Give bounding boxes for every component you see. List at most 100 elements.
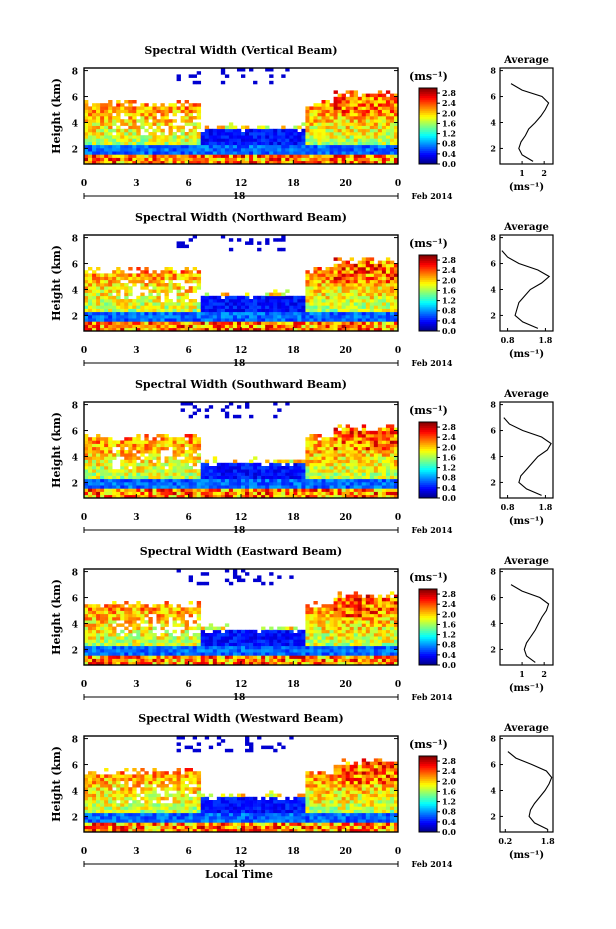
- heatmap-cell: [293, 315, 298, 319]
- heatmap-cell: [112, 324, 117, 329]
- heatmap-cell: [188, 459, 193, 464]
- heatmap-cell: [309, 135, 314, 139]
- heatmap-cell: [208, 485, 214, 489]
- heatmap-cell: [148, 141, 153, 146]
- heatmap-cell: [120, 440, 125, 444]
- heatmap-cell: [325, 151, 330, 155]
- heatmap-cell: [236, 68, 242, 72]
- heatmap-cell: [128, 485, 133, 489]
- heatmap-cell: [208, 327, 214, 332]
- heatmap-cell: [172, 315, 177, 319]
- heatmap-cell: [96, 456, 101, 460]
- heatmap-cell: [188, 607, 193, 611]
- heatmap-cell: [305, 305, 310, 309]
- heatmap-cell: [228, 636, 234, 640]
- heatmap-cell: [104, 135, 109, 139]
- heatmap-cell: [108, 148, 113, 152]
- heatmap-cell: [349, 292, 355, 297]
- heatmap-cell: [172, 138, 177, 142]
- heatmap-cell: [265, 485, 270, 489]
- heatmap-cell: [92, 308, 97, 313]
- heatmap-cell: [140, 633, 145, 637]
- heatmap-cell: [144, 462, 149, 467]
- heatmap-cell: [353, 491, 359, 496]
- heatmap-cell: [140, 295, 145, 300]
- date-label: 18: [233, 526, 246, 536]
- heatmap-cell: [164, 607, 169, 611]
- heatmap-cell: [385, 263, 391, 268]
- heatmap-cell: [313, 116, 318, 120]
- heatmap-cell: [301, 318, 306, 322]
- heatmap-cell: [349, 488, 355, 492]
- heatmap-cell: [369, 308, 375, 313]
- heatmap-cell: [200, 462, 206, 467]
- heatmap-cell: [124, 295, 129, 300]
- heatmap-cell: [204, 652, 210, 656]
- heatmap-cell: [104, 138, 109, 142]
- heatmap-cell: [152, 437, 157, 441]
- heatmap-cell: [152, 446, 157, 451]
- heatmap-cell: [309, 109, 314, 114]
- heatmap-cell: [176, 141, 181, 146]
- heatmap-cell: [361, 324, 367, 329]
- heatmap-cell: [245, 405, 250, 409]
- heatmap-cell: [180, 135, 185, 139]
- heatmap-cell: [241, 295, 246, 300]
- heatmap-cell: [333, 160, 338, 165]
- heatmap-cell: [96, 613, 101, 618]
- heatmap-cell: [92, 132, 97, 136]
- heatmap-cell: [100, 295, 105, 300]
- heatmap-cell: [389, 154, 395, 158]
- profile-frame: [499, 234, 554, 332]
- colorbar-tick-label: 0.0: [442, 159, 456, 169]
- heatmap-cell: [313, 148, 318, 152]
- heatmap-cell: [96, 443, 101, 448]
- heatmap-cell: [373, 286, 379, 290]
- heatmap-cell: [373, 276, 379, 281]
- heatmap-cell: [116, 607, 121, 611]
- heatmap-cell: [365, 324, 371, 329]
- heatmap-cell: [84, 311, 89, 316]
- heatmap-cell: [257, 466, 262, 470]
- x-tick-label: 0: [81, 346, 87, 356]
- heatmap-cell: [357, 462, 363, 467]
- heatmap-cell: [220, 636, 226, 640]
- heatmap-cell: [285, 491, 290, 496]
- heatmap-cell: [140, 626, 145, 631]
- heatmap-cell: [329, 135, 334, 139]
- heatmap-cell: [321, 279, 326, 284]
- heatmap-cell: [269, 658, 274, 663]
- heatmap-cell: [140, 604, 145, 608]
- heatmap-cell: [357, 318, 363, 322]
- heatmap-cell: [337, 289, 342, 293]
- heatmap-cell: [168, 437, 173, 441]
- heatmap-cell: [124, 613, 129, 618]
- heatmap-cell: [108, 279, 113, 284]
- heatmap-cell: [313, 122, 318, 126]
- heatmap-cell: [180, 103, 185, 107]
- heatmap-cell: [144, 472, 149, 476]
- heatmap-cell: [184, 308, 189, 313]
- heatmap-cell: [188, 112, 193, 117]
- heatmap-cell: [128, 141, 133, 146]
- heatmap-cell: [224, 411, 230, 416]
- heatmap-cell: [377, 482, 383, 486]
- heatmap-cell: [361, 302, 367, 306]
- heatmap-cell: [321, 324, 326, 329]
- heatmap-cell: [144, 308, 149, 313]
- heatmap-cell: [200, 132, 206, 136]
- heatmap-cell: [381, 93, 387, 98]
- heatmap-cell: [365, 299, 371, 303]
- heatmap-cell: [365, 148, 371, 152]
- heatmap-cell: [241, 633, 246, 637]
- heatmap-cell: [369, 160, 375, 165]
- heatmap-cell: [188, 613, 193, 618]
- heatmap-cell: [232, 661, 238, 666]
- heatmap-cell: [293, 302, 298, 306]
- heatmap-cell: [345, 132, 350, 136]
- heatmap-cell: [281, 488, 286, 492]
- heatmap-cell: [317, 160, 322, 165]
- heatmap-cell: [353, 453, 359, 457]
- heatmap-cell: [261, 482, 266, 486]
- heatmap-cell: [369, 482, 375, 486]
